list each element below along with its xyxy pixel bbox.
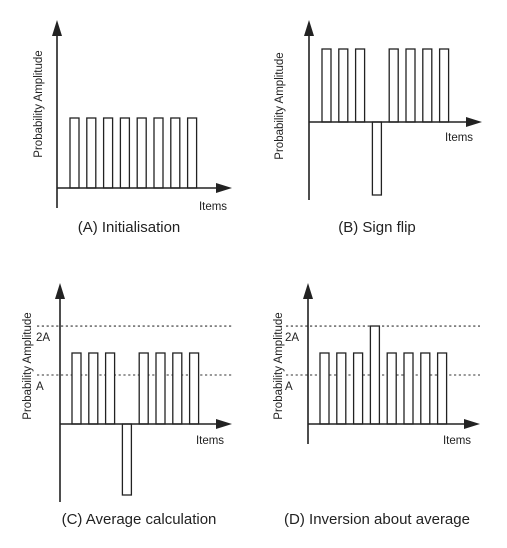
bar-item-7 xyxy=(423,49,432,122)
x-axis-arrow xyxy=(216,419,232,429)
bar-item-3 xyxy=(104,118,113,188)
bar-item-5 xyxy=(389,49,398,122)
panel-caption: (A) Initialisation xyxy=(78,219,181,236)
bar-item-4 xyxy=(370,326,379,424)
x-axis-arrow xyxy=(466,117,482,127)
reference-label-a: A xyxy=(36,381,44,393)
reference-label-2a: 2A xyxy=(285,332,299,344)
x-axis-label: Items xyxy=(196,435,224,447)
bar-item-6 xyxy=(154,118,163,188)
y-axis-arrow xyxy=(303,283,313,299)
bar-item-1 xyxy=(322,49,331,122)
x-axis-label: Items xyxy=(443,435,471,447)
bar-item-3 xyxy=(106,353,115,424)
bar-item-2 xyxy=(87,118,96,188)
panel-caption: (B) Sign flip xyxy=(338,219,416,236)
bar-item-1 xyxy=(72,353,81,424)
x-axis-arrow xyxy=(216,183,232,193)
y-axis-label: Probability Amplitude xyxy=(22,312,34,419)
bar-item-5 xyxy=(139,353,148,424)
bar-item-6 xyxy=(156,353,165,424)
bar-item-4 xyxy=(372,122,381,195)
x-axis-label: Items xyxy=(199,201,227,213)
x-axis-label: Items xyxy=(445,132,473,144)
bar-item-8 xyxy=(188,118,197,188)
x-axis-arrow xyxy=(464,419,480,429)
y-axis-arrow xyxy=(304,20,314,36)
panel-a-initialisation: Probability Amplitude Items (A) Initialisa… xyxy=(33,20,232,236)
bar-item-4 xyxy=(122,424,131,495)
y-axis-label: Probability Amplitude xyxy=(273,312,285,419)
bar-item-2 xyxy=(339,49,348,122)
bar-item-6 xyxy=(404,353,413,424)
y-axis-label: Probability Amplitude xyxy=(33,50,45,157)
bar-item-7 xyxy=(173,353,182,424)
panel-caption: (D) Inversion about average xyxy=(284,511,470,528)
reference-label-2a: 2A xyxy=(36,332,50,344)
panel-b-sign-flip: Probability Amplitude Items (B) Sign flip xyxy=(274,20,482,236)
bar-item-8 xyxy=(190,353,199,424)
y-axis-arrow xyxy=(52,20,62,36)
y-axis-arrow xyxy=(55,283,65,299)
bar-item-4 xyxy=(120,118,129,188)
bar-item-6 xyxy=(406,49,415,122)
bar-item-1 xyxy=(320,353,329,424)
bar-item-2 xyxy=(89,353,98,424)
bar-item-2 xyxy=(337,353,346,424)
panel-caption: (C) Average calculation xyxy=(62,511,217,528)
reference-label-a: A xyxy=(285,381,293,393)
bar-item-3 xyxy=(356,49,365,122)
bar-item-7 xyxy=(171,118,180,188)
bar-item-1 xyxy=(70,118,79,188)
bar-item-7 xyxy=(421,353,430,424)
y-axis-label: Probability Amplitude xyxy=(274,52,286,159)
bar-item-8 xyxy=(438,353,447,424)
bar-item-3 xyxy=(354,353,363,424)
bar-item-8 xyxy=(440,49,449,122)
bar-item-5 xyxy=(137,118,146,188)
bar-item-5 xyxy=(387,353,396,424)
